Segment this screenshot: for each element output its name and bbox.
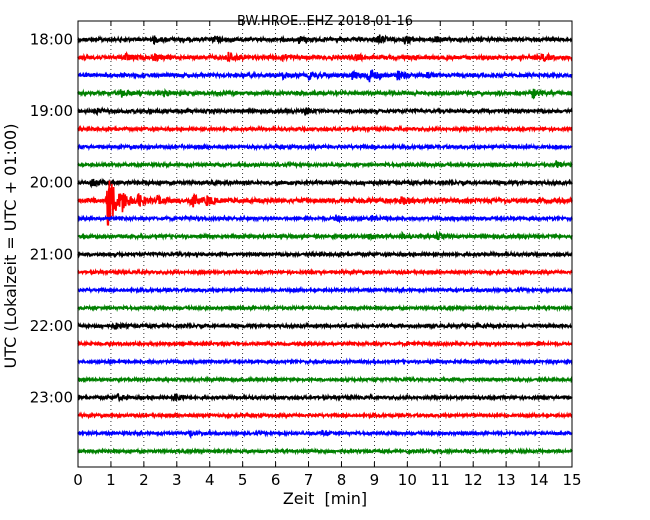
x-tick-label: 14 bbox=[530, 471, 549, 489]
x-tick-label: 2 bbox=[139, 471, 149, 489]
trace-2245 bbox=[77, 375, 573, 384]
trace-1900 bbox=[77, 106, 573, 117]
x-tick-label: 13 bbox=[497, 471, 516, 489]
trace-2130 bbox=[77, 285, 573, 295]
trace-2345 bbox=[77, 447, 573, 456]
x-tick-label: 15 bbox=[562, 471, 581, 489]
x-tick-label: 8 bbox=[337, 471, 347, 489]
trace-2000 bbox=[77, 177, 573, 189]
trace-1815 bbox=[77, 50, 573, 63]
x-tick-label: 4 bbox=[205, 471, 215, 489]
y-tick-label: 20:00 bbox=[30, 174, 73, 192]
x-tick-label: 6 bbox=[271, 471, 281, 489]
trace-2200 bbox=[77, 321, 573, 331]
y-axis-label: UTC (Lokalzeit = UTC + 01:00) bbox=[1, 124, 20, 369]
trace-1945 bbox=[77, 160, 573, 170]
trace-2230 bbox=[77, 357, 573, 366]
x-tick-label: 12 bbox=[464, 471, 483, 489]
y-tick-label: 22:00 bbox=[30, 317, 73, 335]
y-axis: 18:00 19:00 20:00 21:00 22:00 23:00 bbox=[30, 31, 572, 407]
trace-1830 bbox=[77, 69, 573, 83]
x-tick-label: 9 bbox=[370, 471, 380, 489]
trace-2030 bbox=[77, 213, 573, 224]
x-tick-label: 0 bbox=[73, 471, 83, 489]
plot-frame bbox=[77, 20, 573, 468]
trace-group bbox=[77, 34, 573, 456]
y-tick-label: 23:00 bbox=[30, 389, 73, 407]
y-tick-label: 19:00 bbox=[30, 102, 73, 120]
trace-1800 bbox=[77, 34, 573, 46]
trace-2045 bbox=[77, 230, 573, 242]
vertical-grid bbox=[110, 21, 540, 467]
x-tick-label: 5 bbox=[238, 471, 248, 489]
trace-1845 bbox=[77, 87, 573, 100]
y-tick-label: 18:00 bbox=[30, 31, 73, 49]
trace-2115 bbox=[77, 267, 573, 277]
x-axis-label: Zeit [min] bbox=[283, 489, 367, 508]
x-tick-label: 7 bbox=[304, 471, 314, 489]
trace-2300 bbox=[77, 393, 573, 403]
trace-1915 bbox=[77, 124, 573, 134]
x-axis: 0 1 2 3 4 5 6 7 8 9 10 11 12 13 14 15 bbox=[73, 21, 582, 489]
trace-2215 bbox=[77, 339, 573, 348]
trace-2100 bbox=[77, 249, 573, 259]
trace-1930 bbox=[77, 142, 573, 152]
trace-2015 bbox=[77, 180, 573, 226]
x-tick-label: 1 bbox=[106, 471, 116, 489]
trace-2145 bbox=[77, 303, 573, 313]
trace-2315 bbox=[77, 411, 573, 420]
x-tick-label: 10 bbox=[398, 471, 417, 489]
x-tick-label: 11 bbox=[431, 471, 450, 489]
trace-2330 bbox=[77, 428, 573, 440]
x-tick-label: 3 bbox=[172, 471, 182, 489]
y-tick-label: 21:00 bbox=[30, 245, 73, 263]
